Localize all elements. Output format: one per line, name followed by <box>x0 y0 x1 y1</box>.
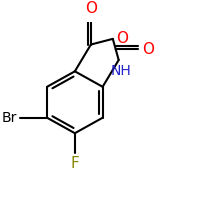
Text: F: F <box>70 156 79 171</box>
Text: Br: Br <box>2 111 17 125</box>
Text: O: O <box>85 1 97 16</box>
Text: NH: NH <box>110 64 131 78</box>
Text: O: O <box>116 31 128 46</box>
Text: O: O <box>142 42 154 57</box>
